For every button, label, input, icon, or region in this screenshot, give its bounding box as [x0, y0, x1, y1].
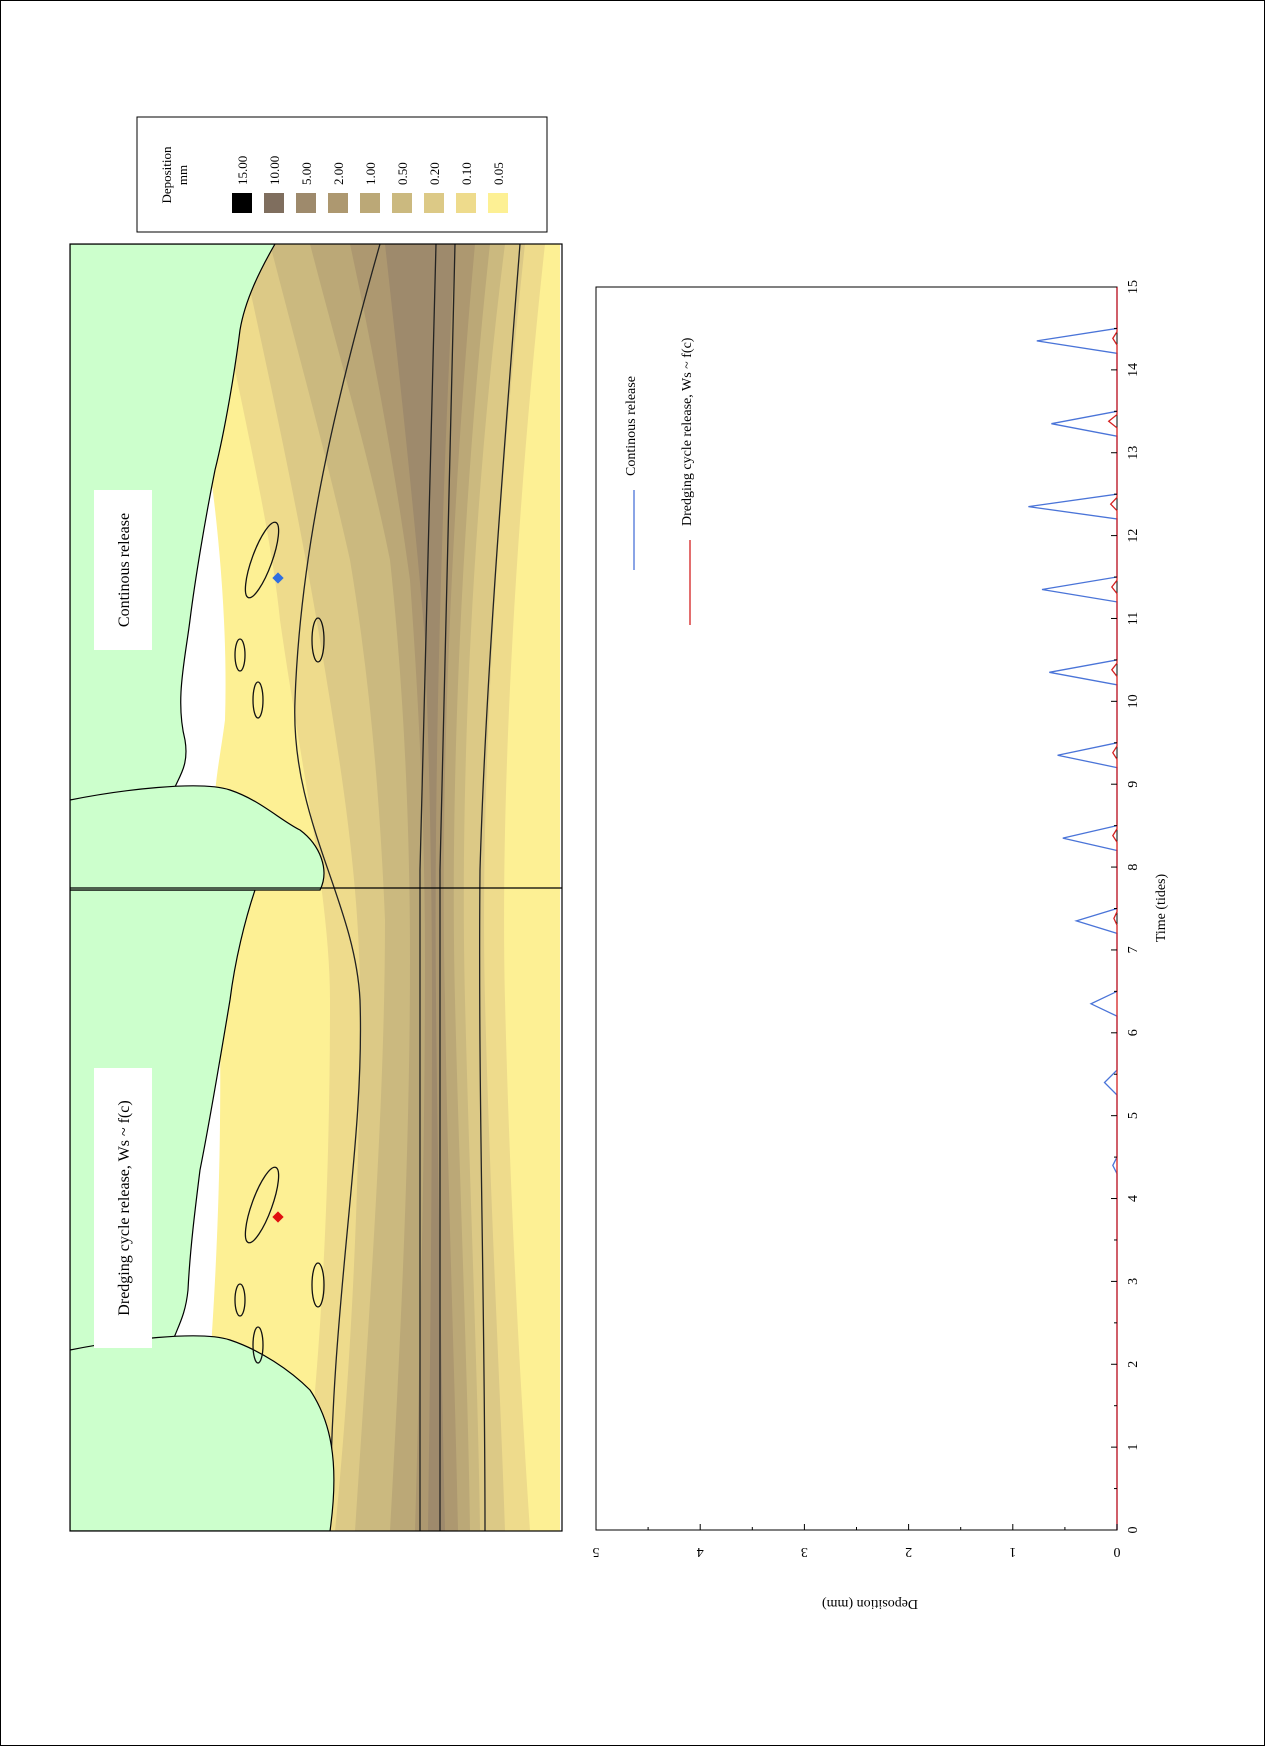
legend-swatch: [424, 193, 444, 213]
x-tick-label: 4: [1126, 1195, 1141, 1202]
legend-title: Deposition: [159, 146, 174, 204]
y-tick-label: 3: [801, 1544, 808, 1559]
x-tick-label: 3: [1126, 1278, 1141, 1285]
legend-swatch: [456, 193, 476, 213]
legend-level-label: 10.00: [267, 156, 282, 185]
deposition-legend: Deposition mm 15.00 10.00 5.00 2.00 1.00 0.50…: [136, 116, 548, 233]
legend-level-label: 1.00: [363, 162, 378, 185]
legend-level-label: 0.20: [427, 162, 442, 185]
x-tick-label: 6: [1126, 1029, 1141, 1036]
x-tick-label: 13: [1126, 446, 1141, 460]
y-tick-label: 5: [593, 1544, 600, 1559]
x-tick-label: 9: [1126, 781, 1141, 788]
legend-swatch: [296, 193, 316, 213]
x-axis-label: Time (tides): [1154, 874, 1169, 943]
x-tick-label: 7: [1126, 946, 1141, 953]
x-tick-label: 2: [1126, 1361, 1141, 1368]
x-tick-label: 12: [1126, 529, 1141, 543]
y-tick-label: 1: [1009, 1544, 1016, 1559]
x-tick-label: 5: [1126, 1112, 1141, 1119]
x-tick-label: 8: [1126, 864, 1141, 871]
legend-entry-label: Continous release: [624, 376, 639, 476]
legend-swatch: [360, 193, 380, 213]
release-point-marker-continuous: [272, 572, 284, 584]
chart-legend: Continous release Dredging cycle release,…: [624, 337, 695, 625]
legend-level-label: 0.05: [491, 162, 506, 185]
chart-frame: [595, 286, 1118, 1531]
x-tick-label: 15: [1126, 280, 1141, 294]
legend-entry-label: Dredging cycle release, Ws ~ f(c): [680, 337, 695, 526]
legend-swatch: [328, 193, 348, 213]
x-tick-label: 0: [1126, 1527, 1141, 1534]
legend-level-label: 15.00: [235, 156, 250, 185]
legend-unit: mm: [175, 165, 190, 185]
legend-level-label: 5.00: [299, 162, 314, 185]
y-tick-label: 2: [905, 1544, 912, 1559]
x-tick-label: 1: [1126, 1444, 1141, 1451]
release-point-marker-dredging: [272, 1211, 284, 1223]
map-label-continuous-text: Continous release: [116, 513, 133, 627]
x-tick-label: 14: [1126, 363, 1141, 377]
y-tick-label: 0: [1114, 1544, 1121, 1559]
legend-level-label: 0.10: [459, 162, 474, 185]
legend-swatch: [488, 193, 508, 213]
legend-swatch: [232, 193, 252, 213]
map-label-dredging-text: Dredging cycle release, Ws ~ f(c): [116, 1100, 133, 1315]
y-axis-label: Deposition (mm): [822, 1596, 918, 1611]
legend-level-label: 2.00: [331, 162, 346, 185]
y-tick-label: 4: [697, 1544, 704, 1559]
series-line-continuous: [1028, 287, 1118, 1530]
x-tick-label: 11: [1126, 612, 1141, 625]
map-label-dredging: Dredging cycle release, Ws ~ f(c): [94, 1068, 152, 1348]
x-tick-label: 10: [1126, 694, 1141, 708]
map-label-continuous: Continous release: [94, 490, 152, 650]
legend-swatch: [264, 193, 284, 213]
contour-islands: [234, 521, 325, 1364]
series-line-dredging: [1107, 287, 1118, 1530]
legend-swatch: [392, 193, 412, 213]
legend-level-label: 0.50: [395, 162, 410, 185]
